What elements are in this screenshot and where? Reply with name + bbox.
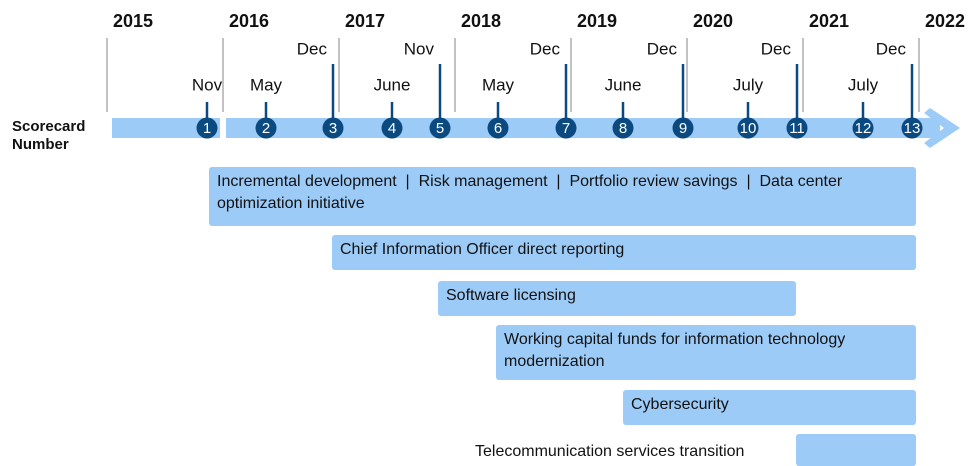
milestone-number: 1 xyxy=(203,120,211,137)
timeline-band xyxy=(112,118,940,138)
milestone-marker xyxy=(612,117,634,139)
milestone-month: May xyxy=(482,75,515,94)
milestone-month: June xyxy=(374,75,411,94)
milestone-number: 13 xyxy=(904,120,921,137)
milestone-marker xyxy=(487,117,509,139)
initiative-bar: Incremental development | Risk managemen… xyxy=(209,167,916,226)
year-label: 2016 xyxy=(229,11,269,31)
milestone-number: 8 xyxy=(619,120,627,137)
initiative-bar: Chief Information Officer direct reporti… xyxy=(332,235,916,270)
initiative-label: Software licensing xyxy=(446,287,576,304)
milestone-marker xyxy=(429,117,451,139)
milestone-marker xyxy=(196,117,218,139)
band-gap xyxy=(220,117,226,139)
initiative-bar: Cybersecurity xyxy=(623,390,916,425)
year-label: 2020 xyxy=(693,11,733,31)
milestone-month: July xyxy=(848,75,879,94)
milestone-month: Nov xyxy=(404,39,435,58)
milestone-month: Dec xyxy=(530,39,561,58)
milestone-number: 9 xyxy=(679,120,687,137)
milestone-number: 3 xyxy=(329,120,337,137)
milestone-marker xyxy=(255,117,277,139)
milestone-marker xyxy=(555,117,577,139)
milestone-number: 4 xyxy=(388,120,396,137)
initiative-label: Cybersecurity xyxy=(631,396,729,413)
timeline-arrowhead xyxy=(924,108,960,148)
year-label: 2017 xyxy=(345,11,385,31)
initiative-label: Telecommunication services transition xyxy=(475,443,745,460)
milestone-number: 6 xyxy=(494,120,502,137)
milestone-marker xyxy=(901,117,923,139)
initiative-label: Working capital funds for information te… xyxy=(504,331,850,370)
milestone-number: 10 xyxy=(740,120,757,137)
milestone-number: 7 xyxy=(562,120,570,137)
milestone-marker xyxy=(786,117,808,139)
initiative-bar: Working capital funds for information te… xyxy=(496,325,916,380)
milestone-number: 12 xyxy=(855,120,872,137)
milestone-month: May xyxy=(250,75,283,94)
milestone-marker xyxy=(672,117,694,139)
year-label: 2015 xyxy=(113,11,153,31)
milestone-number: 2 xyxy=(262,120,270,137)
milestone-month: Dec xyxy=(876,39,907,58)
milestone-month: Dec xyxy=(647,39,678,58)
milestone-month: Dec xyxy=(761,39,792,58)
milestone-month: June xyxy=(605,75,642,94)
milestone-marker xyxy=(852,117,874,139)
milestone-number: 5 xyxy=(436,120,444,137)
initiative-bar xyxy=(796,434,916,466)
year-label: 2021 xyxy=(809,11,849,31)
initiative-label: Chief Information Officer direct reporti… xyxy=(340,241,625,258)
milestone-month: Nov xyxy=(192,75,223,94)
milestone-marker xyxy=(381,117,403,139)
year-label: 2018 xyxy=(461,11,501,31)
year-label: 2019 xyxy=(577,11,617,31)
milestone-month: Dec xyxy=(297,39,328,58)
milestone-month: July xyxy=(733,75,764,94)
axis-label: Scorecard Number xyxy=(12,118,86,153)
milestone-marker xyxy=(322,117,344,139)
milestone-marker xyxy=(737,117,759,139)
year-label: 2022 xyxy=(925,11,965,31)
initiative-label: Incremental development | Risk managemen… xyxy=(217,173,847,212)
milestone-number: 11 xyxy=(789,120,805,137)
initiative-bar: Software licensing xyxy=(438,281,796,316)
